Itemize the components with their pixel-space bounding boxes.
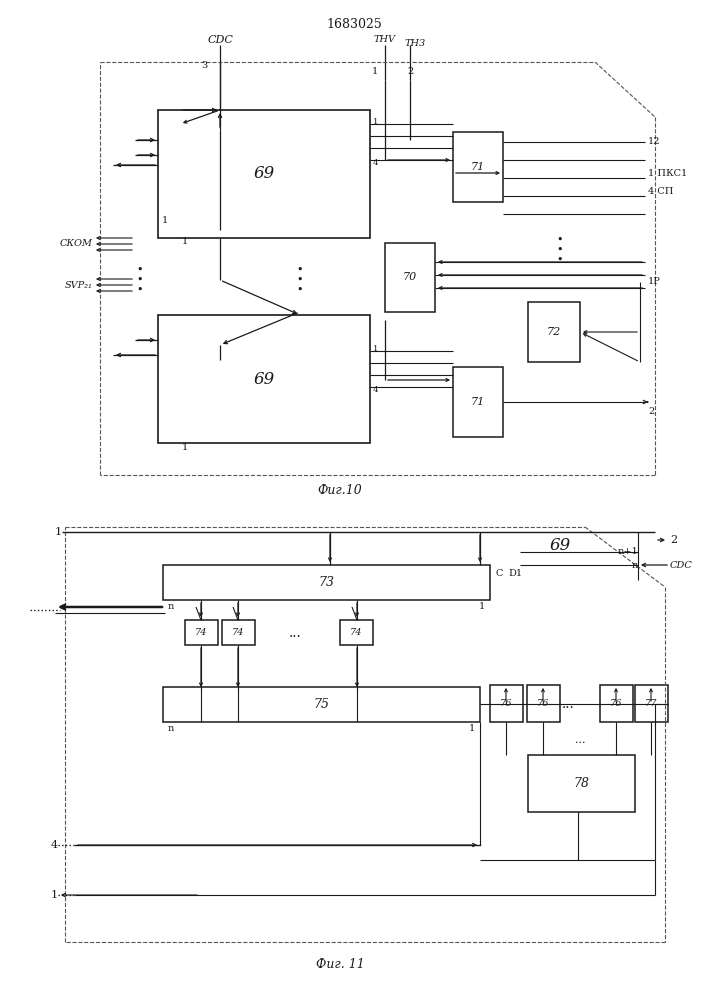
Text: ...: ...	[288, 626, 301, 640]
Text: •: •	[556, 245, 563, 255]
Text: n: n	[632, 560, 638, 570]
Text: 1: 1	[372, 68, 378, 77]
Text: 1 ПКС1: 1 ПКС1	[648, 169, 687, 178]
Bar	[158, 315, 370, 443]
Text: 1: 1	[373, 118, 378, 126]
Text: •: •	[297, 265, 303, 275]
Text: 71: 71	[471, 162, 485, 172]
Bar	[490, 685, 523, 722]
Text: ТНV: ТНV	[374, 35, 396, 44]
Text: 74: 74	[350, 628, 363, 637]
Text: 1: 1	[373, 345, 378, 353]
Text: 3: 3	[201, 60, 207, 70]
Text: 1: 1	[479, 602, 485, 611]
Text: 4: 4	[373, 159, 378, 167]
Text: •: •	[136, 265, 144, 275]
Bar	[158, 110, 370, 238]
Bar	[600, 685, 633, 722]
Text: 71: 71	[471, 397, 485, 407]
Text: •: •	[297, 275, 303, 285]
Text: 2: 2	[670, 535, 677, 545]
Bar	[385, 243, 435, 312]
Text: 1: 1	[51, 890, 58, 900]
Text: 2: 2	[407, 68, 414, 77]
Text: ТН3: ТН3	[404, 38, 426, 47]
Text: 76: 76	[501, 699, 513, 708]
Bar	[222, 620, 255, 645]
Text: 74: 74	[195, 628, 208, 637]
Text: Фиг.10: Фиг.10	[317, 484, 363, 496]
Text: 72: 72	[547, 327, 561, 337]
Bar	[163, 565, 490, 600]
Text: 4: 4	[51, 840, 58, 850]
Text: 2: 2	[648, 408, 654, 416]
Text: 70: 70	[403, 272, 417, 282]
Text: •: •	[136, 275, 144, 285]
Text: 4: 4	[373, 386, 378, 394]
Bar	[527, 685, 560, 722]
Bar	[453, 132, 503, 202]
Text: ...: ...	[575, 735, 585, 745]
Text: 78: 78	[573, 777, 590, 790]
Text: n: n	[168, 602, 174, 611]
Text: C: C	[495, 568, 503, 578]
Bar	[635, 685, 668, 722]
Text: n+1: n+1	[617, 548, 638, 556]
Text: Фиг. 11: Фиг. 11	[315, 958, 364, 972]
Text: 77: 77	[645, 699, 658, 708]
Text: 76: 76	[537, 699, 550, 708]
Text: 69: 69	[253, 165, 274, 182]
Text: 69: 69	[549, 536, 571, 554]
Bar	[185, 620, 218, 645]
Bar	[163, 687, 480, 722]
Text: 1Р: 1Р	[648, 277, 661, 286]
Text: D1: D1	[508, 568, 522, 578]
Text: 1: 1	[182, 442, 188, 452]
Bar	[528, 755, 635, 812]
Text: 1: 1	[55, 527, 62, 537]
Text: 1: 1	[182, 237, 188, 246]
Text: 73: 73	[318, 576, 334, 589]
Text: CDC: CDC	[207, 35, 233, 45]
Text: 4 СП: 4 СП	[648, 188, 673, 196]
Text: SVP₂₁: SVP₂₁	[65, 280, 93, 290]
Text: •: •	[297, 285, 303, 295]
Text: •: •	[136, 285, 144, 295]
Text: 75: 75	[313, 698, 329, 711]
Text: 12: 12	[648, 137, 660, 146]
Bar	[528, 302, 580, 362]
Text: •: •	[556, 255, 563, 265]
Text: •: •	[556, 235, 563, 245]
Text: 1: 1	[162, 216, 168, 225]
Text: СКОМ: СКОМ	[60, 239, 93, 248]
Text: CDC: CDC	[670, 560, 693, 570]
Text: 1683025: 1683025	[326, 18, 382, 31]
Text: ...: ...	[561, 697, 574, 711]
Text: 1: 1	[469, 724, 475, 733]
Text: 74: 74	[233, 628, 245, 637]
Text: 69: 69	[253, 370, 274, 387]
Text: 76: 76	[610, 699, 623, 708]
Bar	[453, 367, 503, 437]
Bar	[340, 620, 373, 645]
Text: n: n	[168, 724, 174, 733]
